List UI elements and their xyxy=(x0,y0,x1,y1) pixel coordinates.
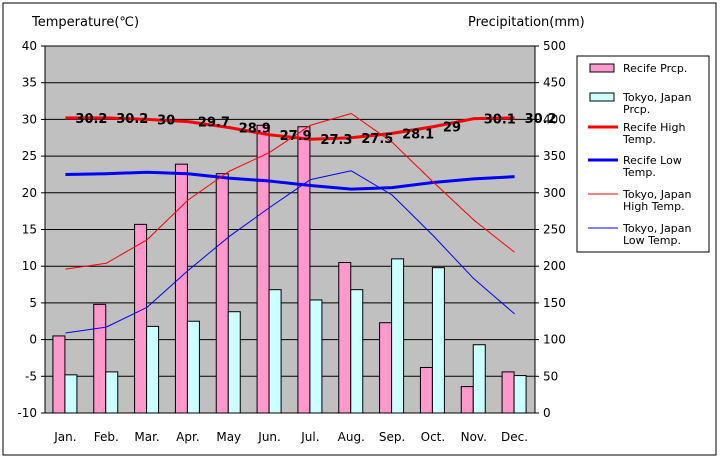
lines-layer xyxy=(65,113,515,334)
x-tick-label: May xyxy=(216,430,241,444)
legend-label: Tokyo, Japan xyxy=(622,91,691,104)
bar-tokyo-prcp xyxy=(268,289,282,414)
x-tick-label: Jan. xyxy=(53,430,76,444)
right-tick-label: 500 xyxy=(543,39,566,53)
right-tick-label: 450 xyxy=(543,76,566,90)
left-tick-label: 25 xyxy=(22,149,37,163)
axes-layer: 4035302520151050-5-105004504003503002502… xyxy=(17,39,566,444)
bar-tokyo-prcp xyxy=(431,267,445,414)
recife-high-data-label: 30.2 xyxy=(75,112,107,127)
right-tick-label: 300 xyxy=(543,186,566,200)
bar-tokyo-prcp xyxy=(186,320,200,414)
left-tick-label: 0 xyxy=(29,333,37,347)
left-tick-label: -10 xyxy=(17,406,37,420)
x-tick-label: Mar. xyxy=(134,430,159,444)
recife-high-data-label: 28.9 xyxy=(239,121,271,136)
bar-tokyo-prcp xyxy=(64,374,78,414)
recife-high-data-label: 29 xyxy=(443,121,461,136)
right-tick-label: 50 xyxy=(543,369,558,383)
legend-swatch xyxy=(589,63,615,73)
right-tick-label: 250 xyxy=(543,223,566,237)
left-tick-label: 40 xyxy=(22,39,37,53)
left-tick-label: 20 xyxy=(22,186,37,200)
bar-recife-prcp xyxy=(174,163,188,414)
bar-tokyo-prcp xyxy=(391,258,405,414)
bar-recife-prcp xyxy=(256,124,270,414)
x-tick-label: Apr. xyxy=(176,430,199,444)
recife-high-data-label: 27.5 xyxy=(361,132,393,147)
legend-label: Tokyo, Japan xyxy=(622,222,691,235)
bar-tokyo-prcp xyxy=(227,311,241,414)
recife-high-temp-line xyxy=(65,116,515,141)
x-tick-label: Nov. xyxy=(461,430,487,444)
bars-layer xyxy=(52,124,527,414)
x-tick-label: Feb. xyxy=(94,430,119,444)
left-tick-label: -5 xyxy=(25,369,37,383)
bar-recife-prcp xyxy=(419,366,433,414)
recife-high-data-label: 30.1 xyxy=(484,113,516,128)
bar-tokyo-prcp xyxy=(472,344,486,414)
legend-label: Prcp. xyxy=(623,103,650,116)
legend-label: Recife Prcp. xyxy=(623,62,687,75)
legend-label: Temp. xyxy=(622,166,656,179)
recife-high-data-label: 30.2 xyxy=(525,112,557,127)
x-tick-label: Jul. xyxy=(300,430,319,444)
right-tick-label: 150 xyxy=(543,296,566,310)
legend-label: High Temp. xyxy=(623,200,685,213)
tokyo-high-temp-line xyxy=(65,113,515,270)
left-axis-title: Temperature(℃) xyxy=(31,15,139,30)
legend-label: Low Temp. xyxy=(623,234,681,247)
data-labels-layer: 30.2 30.2 30 29.7 28.9 27.9 27.3 27.5 28.1 29 30.1… xyxy=(75,112,556,148)
recife-high-data-label: 30.2 xyxy=(116,112,148,127)
left-tick-label: 10 xyxy=(22,259,37,273)
right-tick-label: 350 xyxy=(543,149,566,163)
left-tick-label: 30 xyxy=(22,112,37,126)
right-tick-label: 100 xyxy=(543,333,566,347)
bar-recife-prcp xyxy=(93,303,107,414)
right-tick-label: 400 xyxy=(543,112,566,126)
recife-high-data-label: 29.7 xyxy=(198,116,230,131)
bar-recife-prcp xyxy=(379,322,393,414)
x-tick-label: Oct. xyxy=(421,430,446,444)
bar-tokyo-prcp xyxy=(146,325,160,414)
bar-tokyo-prcp xyxy=(513,375,527,414)
left-tick-label: 35 xyxy=(22,76,37,90)
bar-recife-prcp xyxy=(52,335,66,414)
right-axis-title: Precipitation(mm) xyxy=(468,15,585,30)
bar-recife-prcp xyxy=(215,173,229,414)
recife-low-temp-line xyxy=(65,170,515,191)
bar-tokyo-prcp xyxy=(350,289,364,414)
right-tick-label: 200 xyxy=(543,259,566,273)
recife-high-data-label: 28.1 xyxy=(402,127,434,142)
x-tick-label: Jun. xyxy=(257,430,281,444)
bar-tokyo-prcp xyxy=(105,371,119,414)
right-tick-label: 0 xyxy=(543,406,551,420)
legend-label: Temp. xyxy=(622,133,656,146)
bar-recife-prcp xyxy=(460,386,474,414)
legend-box xyxy=(576,55,710,253)
bar-tokyo-prcp xyxy=(309,299,323,414)
legend-swatch xyxy=(589,92,615,102)
legend-label: Recife High xyxy=(623,121,685,134)
legend-label: Recife Low xyxy=(623,154,682,167)
bar-recife-prcp xyxy=(297,126,311,414)
legend-label: Tokyo, Japan xyxy=(622,188,691,201)
x-tick-label: Dec. xyxy=(501,430,528,444)
recife-high-data-label: 27.9 xyxy=(280,129,312,144)
x-tick-label: Sep. xyxy=(379,430,405,444)
bar-recife-prcp xyxy=(338,262,352,414)
left-tick-label: 15 xyxy=(22,223,37,237)
recife-high-data-label: 27.3 xyxy=(320,133,352,148)
x-tick-label: Aug. xyxy=(338,430,365,444)
tokyo-low-temp-line xyxy=(65,170,515,334)
recife-high-data-label: 30 xyxy=(157,113,175,128)
bar-recife-prcp xyxy=(134,223,148,414)
left-tick-label: 5 xyxy=(29,296,37,310)
bar-recife-prcp xyxy=(501,371,515,414)
